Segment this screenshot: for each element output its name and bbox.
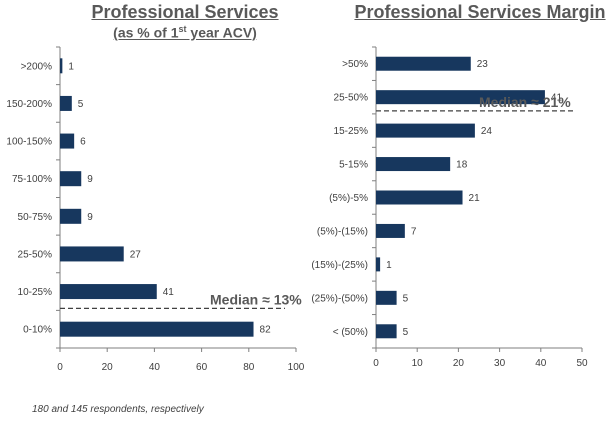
left-data-label: 82 [260,325,272,336]
right-category-label: (15%)-(25%) [311,260,368,271]
left-chart-subtitle: (as % of 1st year ACV) [60,24,310,41]
right-bar [376,190,463,205]
left-category-label: 0-10% [23,325,52,336]
subtitle-part-1: (as % of 1 [113,24,179,41]
right-category-label: < (50%) [333,327,368,338]
left-category-label: 25-50% [18,249,53,260]
right-category-label: (5%)-5% [329,193,368,204]
left-category-label: >200% [21,61,53,72]
left-bar [60,208,82,224]
right-bar [376,257,381,272]
left-data-label: 5 [78,99,84,110]
left-category-label: 50-75% [18,212,53,223]
left-x-tick-label: 0 [57,362,63,373]
left-bar [60,171,82,187]
right-x-tick-label: 20 [453,358,465,369]
right-bar [376,90,545,105]
right-x-tick-label: 0 [373,358,379,369]
right-bar [376,324,397,339]
left-data-label: 1 [68,61,74,72]
left-data-label: 9 [87,174,93,185]
left-bar [60,284,157,300]
left-data-label: 9 [87,212,93,223]
left-x-tick-label: 100 [288,362,305,373]
right-data-label: 1 [386,260,392,271]
right-bar [376,56,471,71]
left-bar [60,133,75,149]
right-category-label: 15-25% [334,126,369,137]
left-x-tick-label: 80 [243,362,255,373]
right-category-label: (25%)-(50%) [311,293,368,304]
right-data-label: 5 [403,293,409,304]
left-bar [60,95,72,111]
right-data-label: 21 [469,193,481,204]
right-median-label: Median ≈ 21% [479,94,571,110]
right-category-label: 5-15% [339,160,368,171]
right-bar [376,123,475,138]
left-x-tick-label: 40 [149,362,161,373]
subtitle-superscript: st [178,24,187,34]
footnote: 180 and 145 respondents, respectively [32,404,204,415]
left-bar [60,321,254,337]
left-data-label: 6 [80,137,86,148]
right-category-label: (5%)-(15%) [317,226,368,237]
left-x-tick-label: 60 [196,362,208,373]
left-bar [60,246,124,262]
right-data-label: 5 [403,327,409,338]
left-median-label: Median ≈ 13% [210,291,302,307]
right-data-label: 24 [481,126,493,137]
left-category-label: 10-25% [18,287,53,298]
right-bar [376,157,451,172]
subtitle-part-2: year ACV) [186,24,257,41]
left-data-label: 27 [130,249,142,260]
left-x-tick-label: 20 [102,362,114,373]
right-x-tick-label: 40 [535,358,547,369]
right-category-label: >50% [342,59,368,70]
right-data-label: 18 [456,160,468,171]
left-category-label: 75-100% [12,174,52,185]
left-data-label: 41 [163,287,175,298]
right-x-tick-label: 10 [412,358,424,369]
left-chart-title: Professional Services [91,2,279,22]
right-data-label: 41 [551,93,563,104]
left-category-label: 150-200% [6,99,52,110]
right-chart-title: Professional Services Margin [354,2,606,22]
right-x-tick-label: 30 [494,358,506,369]
right-bar [376,290,397,305]
left-bar [60,58,63,74]
right-data-label: 7 [411,226,417,237]
right-category-label: 25-50% [334,93,369,104]
left-category-label: 100-150% [6,137,52,148]
right-x-tick-label: 50 [576,358,588,369]
right-data-label: 23 [477,59,489,70]
right-bar [376,223,405,238]
